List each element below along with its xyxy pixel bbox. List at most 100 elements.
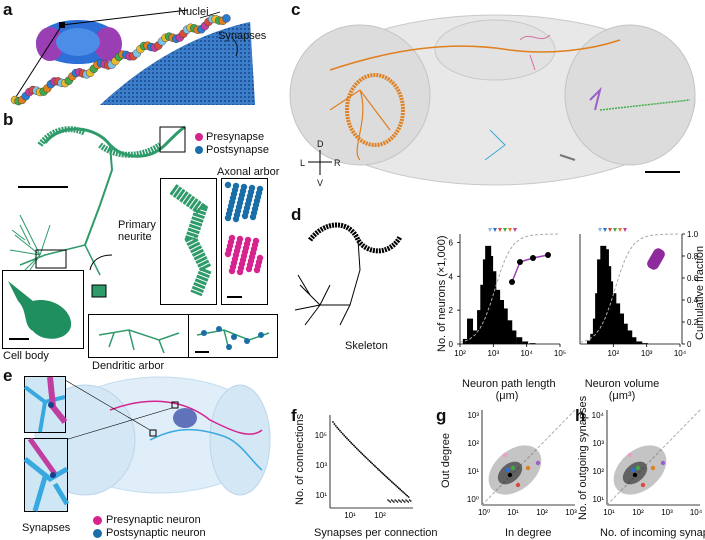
d-bar [522, 341, 529, 344]
f-point [341, 433, 344, 435]
nuclei-label: Nuclei [178, 6, 209, 18]
f-point [351, 443, 354, 446]
h-highlight-point [650, 465, 656, 471]
f-point [399, 488, 402, 491]
d-inset-point [517, 259, 523, 265]
f-point [379, 470, 382, 473]
d-bar [618, 313, 625, 344]
f-point [376, 467, 379, 470]
d-ytick-label: 2 [449, 306, 454, 315]
g-ytick-label: 10³ [467, 411, 479, 420]
panel-a-figure [10, 9, 255, 106]
f-point [367, 458, 369, 461]
d-histograms: 10² 10³ 10⁴ 10⁵ 10² 10³ 10⁴024600.20.40.60.81.… [449, 228, 699, 358]
d-marker-triangle [598, 228, 602, 232]
f-ytick-label: 10¹ [315, 491, 327, 500]
d-xtick-label: 10² [608, 349, 620, 358]
f-point [378, 469, 381, 472]
d-bar [477, 310, 484, 344]
presynapse-legend: Presynapse [195, 131, 264, 143]
d-ytick-label: 0 [449, 340, 454, 349]
panel-e-label: e [3, 366, 13, 385]
h-ytick-label: 10³ [592, 439, 604, 448]
h-xtick-label: 10¹ [603, 508, 615, 517]
f-point [369, 461, 372, 464]
d-xtick-label: 10⁴ [520, 349, 533, 358]
synapses-e-label: Synapses [22, 522, 71, 534]
f-point [389, 479, 392, 482]
f-point [392, 482, 395, 484]
neuron-illustration [9, 125, 186, 298]
d-bar [506, 320, 513, 344]
axonal-arbor-label: Axonal arbor [217, 166, 280, 178]
d-bar [462, 338, 469, 344]
d-ytick-right-label: 0 [687, 340, 692, 349]
d-xlabel1: Neuron path length (μm) [462, 378, 556, 402]
h-highlight-point [640, 482, 646, 488]
f-ytick-label: 10³ [315, 461, 327, 470]
postsynapse-legend: Postsynapse [195, 144, 269, 156]
f-point [334, 424, 337, 427]
f-xlabel: Synapses per connection [314, 527, 438, 539]
f-point [357, 449, 360, 451]
f-point [404, 493, 407, 496]
f-point [393, 483, 396, 486]
g-highlight-point [510, 465, 516, 471]
f-point [397, 487, 400, 490]
f-point [392, 500, 394, 502]
h-highlight-point [660, 460, 666, 466]
h-xtick-label: 10² [632, 508, 644, 517]
f-point [347, 439, 350, 441]
f-point [403, 492, 406, 495]
g-highlight-point [515, 482, 521, 488]
f-point [375, 466, 378, 469]
panel-h-label: h [575, 406, 586, 425]
d-bar [614, 303, 621, 344]
g-ytick-label: 10² [467, 439, 479, 448]
f-point [382, 473, 385, 475]
cell-body-inset [2, 270, 84, 349]
panel-f-label: f [291, 406, 297, 425]
f-xtick-label: 10¹ [344, 511, 356, 520]
f-point [383, 474, 386, 477]
panel-c-label: c [291, 0, 301, 19]
f-point [402, 500, 405, 502]
f-ylabel: No. of connections [294, 413, 306, 505]
d-ytick-right-label: 1.0 [687, 230, 699, 239]
g-xlabel: In degree [505, 527, 552, 539]
d-marker-triangle [488, 228, 492, 232]
f-point [404, 501, 406, 503]
f-point [401, 499, 404, 501]
f-point [405, 499, 407, 501]
g-xtick-label: 10¹ [507, 508, 519, 517]
skeleton-drawing [294, 222, 403, 326]
f-point [364, 455, 367, 458]
f-point [400, 501, 402, 503]
f-point [365, 457, 368, 460]
h-xtick-label: 10⁴ [690, 508, 703, 517]
f-point [355, 447, 358, 450]
d-xtick-label: 10⁴ [674, 349, 687, 358]
axon-synapse-inset [221, 178, 268, 305]
f-point [339, 429, 341, 432]
d-bar [516, 337, 523, 344]
d-ytick-right-label: 0.8 [687, 252, 699, 261]
f-xtick-label: 10² [374, 511, 386, 520]
g-xtick-label: 10² [536, 508, 548, 517]
dendritic-inset [88, 314, 190, 358]
pre-neuron-dot-icon [93, 515, 102, 525]
f-point [396, 501, 399, 503]
panel-d-label: d [291, 205, 302, 224]
g-xtick-label: 10³ [565, 508, 577, 517]
d-marker-triangle [623, 228, 627, 232]
d-marker-triangle [508, 228, 512, 232]
d-marker-triangle [503, 228, 507, 232]
axis-v-label: V [317, 178, 324, 188]
d-marker-triangle [613, 228, 617, 232]
h-xtick-label: 10³ [661, 508, 673, 517]
f-point [402, 491, 404, 493]
d-xtick-label: 10² [454, 349, 466, 358]
f-point [399, 500, 401, 502]
d-marker-triangle [498, 228, 502, 232]
panel-b-label: b [3, 110, 14, 129]
